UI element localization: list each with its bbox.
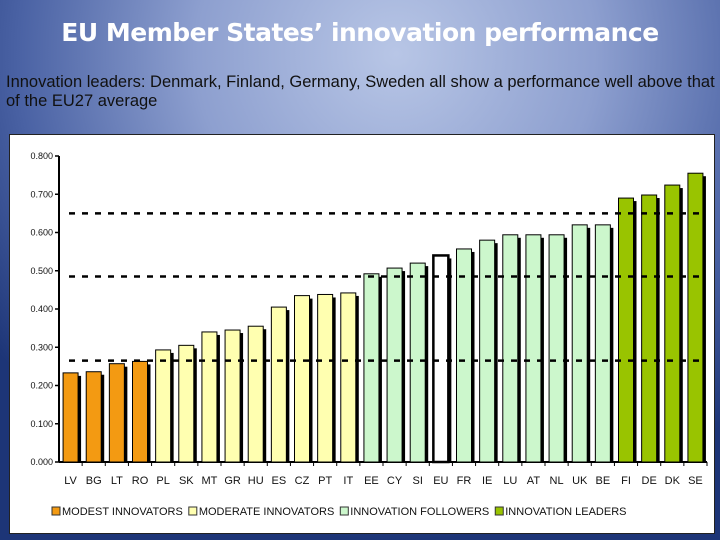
y-tick-label: 0.600	[30, 228, 53, 238]
chart-panel: 0.000 0.100 0.200 0.300 0.400 0.500 0.600 0.700…	[9, 134, 715, 534]
legend-swatch-moderate	[188, 506, 198, 516]
x-tick-label: UK	[572, 475, 588, 487]
bar-se	[687, 172, 704, 463]
bar-eu	[432, 254, 450, 464]
y-tick-label: 0.500	[30, 266, 53, 276]
x-tick-label: BG	[86, 475, 102, 487]
x-tick-label: LT	[111, 475, 123, 487]
bar-fi	[618, 197, 634, 463]
legend-swatch-leader	[494, 506, 504, 516]
x-tick-label: LU	[503, 475, 517, 487]
bar-dk	[664, 184, 681, 463]
x-tick-label: PL	[156, 475, 169, 487]
y-tick-label: 0.800	[30, 151, 53, 161]
y-tick-label: 0.400	[30, 304, 53, 314]
bar-chart: 0.000 0.100 0.200 0.300 0.400 0.500 0.600 0.700…	[30, 151, 708, 518]
bar-de	[641, 194, 658, 463]
x-tick-label: HU	[248, 475, 264, 487]
y-tick-label: 0.200	[30, 381, 53, 391]
x-tick-label: SK	[179, 475, 194, 487]
bar-lu	[502, 234, 519, 463]
bar-gr	[224, 329, 241, 463]
x-tick-label: SI	[413, 475, 423, 487]
bar-at	[525, 234, 542, 463]
bar-uk	[571, 224, 588, 463]
x-tick-label: DE	[642, 475, 657, 487]
x-tick-label: EE	[364, 475, 379, 487]
bar-fr	[456, 248, 472, 463]
bar-lt	[108, 363, 125, 463]
bar-pl	[155, 349, 172, 463]
bar-lv	[62, 372, 79, 463]
y-tick-label: 0.000	[30, 457, 53, 467]
x-tick-label: IE	[482, 475, 492, 487]
x-tick-label: BE	[596, 475, 611, 487]
bar-it	[340, 292, 357, 463]
x-tick-label: ES	[272, 475, 287, 487]
bar-be	[594, 224, 611, 463]
x-tick-label: PT	[318, 475, 332, 487]
bar-si	[409, 262, 426, 463]
bar-cy	[386, 267, 403, 463]
slide-title: EU Member States’ innovation performance	[61, 18, 659, 47]
x-tick-label: AT	[527, 475, 541, 487]
legend-label-modest: MODEST INNOVATORS	[62, 506, 183, 518]
x-tick-label: MT	[201, 475, 217, 487]
legend-label-moderate: MODERATE INNOVATORS	[199, 506, 334, 518]
x-tick-label: FR	[457, 475, 472, 487]
bar-pt	[317, 293, 334, 463]
y-tick-label: 0.300	[30, 342, 53, 352]
bar-mt	[201, 331, 218, 463]
bar-ro	[132, 360, 148, 463]
bar-es	[270, 306, 287, 463]
subtitle-bold: Innovation leaders	[6, 73, 141, 91]
legend-swatch-modest	[51, 506, 61, 516]
x-tick-label: RO	[132, 475, 149, 487]
bar-cz	[294, 295, 310, 463]
bar-ie	[479, 239, 496, 463]
bar-hu	[247, 325, 264, 463]
subtitle-text: : Denmark, Finland, Germany, Sweden all …	[6, 73, 715, 110]
x-tick-label: EU	[433, 475, 448, 487]
bar-sk	[178, 344, 195, 463]
x-tick-label: CY	[387, 475, 403, 487]
legend-swatch-follower	[339, 506, 349, 516]
slide-subtitle: Innovation leaders: Denmark, Finland, Ge…	[6, 73, 716, 111]
legend-label-follower: INNOVATION FOLLOWERS	[350, 506, 489, 518]
x-tick-label: GR	[224, 475, 241, 487]
x-tick-label: NL	[550, 475, 564, 487]
y-tick-label: 0.700	[30, 189, 53, 199]
bar-ee	[363, 273, 380, 463]
x-tick-label: CZ	[295, 475, 310, 487]
x-tick-label: SE	[688, 475, 703, 487]
bar-nl	[548, 234, 565, 463]
x-tick-label: LV	[64, 475, 77, 487]
x-tick-label: FI	[621, 475, 631, 487]
legend-label-leader: INNOVATION LEADERS	[505, 506, 626, 518]
x-tick-label: IT	[343, 475, 353, 487]
x-tick-label: DK	[665, 475, 681, 487]
bar-bg	[85, 371, 102, 463]
y-tick-label: 0.100	[30, 419, 53, 429]
